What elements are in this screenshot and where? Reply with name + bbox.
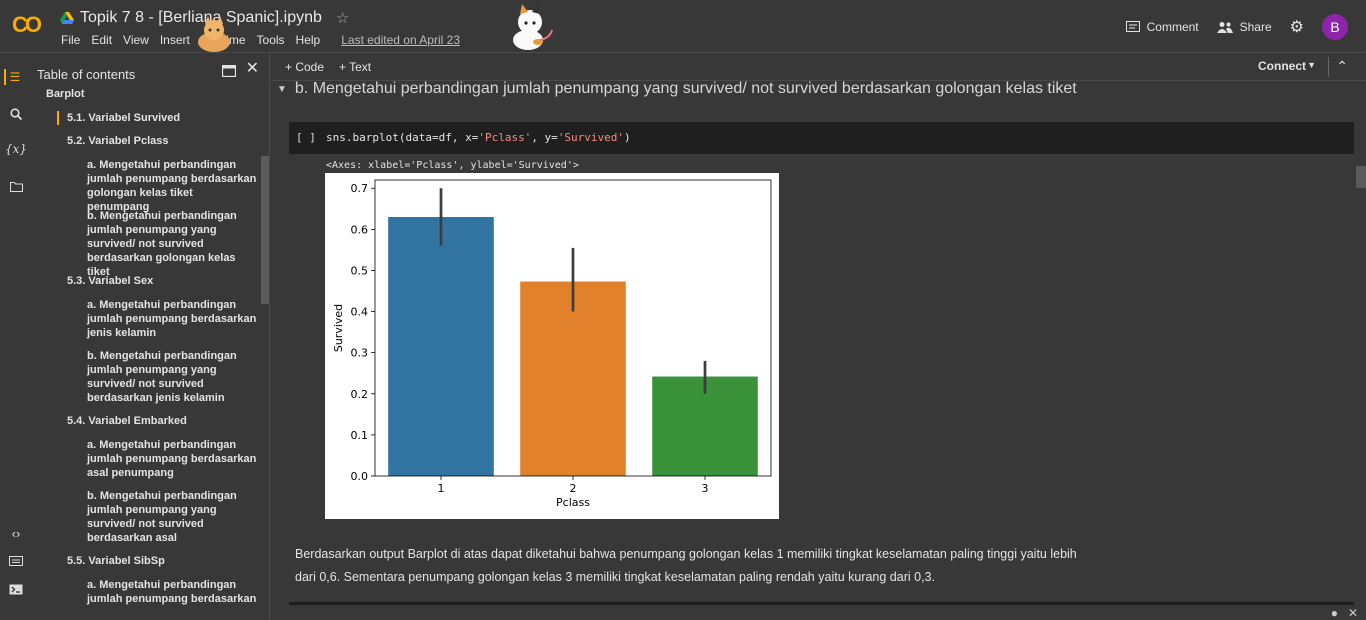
- last-edited-link[interactable]: Last edited on April 23: [341, 33, 460, 47]
- code-string: 'Pclass': [478, 131, 532, 144]
- cat-sticker-left: [198, 16, 230, 52]
- star-icon[interactable]: ☆: [335, 10, 350, 27]
- y-tick-label: 0.3: [351, 347, 369, 360]
- toc-scrollbar[interactable]: [261, 156, 269, 304]
- run-cell-button[interactable]: [ ]: [296, 131, 316, 144]
- toc-item[interactable]: a. Mengetahui perbandingan jumlah penump…: [87, 439, 257, 479]
- bar-2: [520, 281, 626, 476]
- command-palette-icon[interactable]: [8, 553, 24, 569]
- terminal-icon[interactable]: [8, 581, 24, 597]
- code-text: , y=: [531, 131, 558, 144]
- collapse-arrow-icon[interactable]: ▼: [277, 83, 287, 95]
- status-bar: ● ✕: [1331, 606, 1358, 620]
- x-axis-label: Pclass: [556, 496, 590, 509]
- y-tick-label: 0.2: [351, 388, 369, 401]
- toc-item[interactable]: b. Mengetahui perbandingan jumlah penump…: [87, 350, 237, 404]
- menu-edit[interactable]: Edit: [91, 33, 113, 47]
- y-tick-label: 0.7: [351, 182, 369, 195]
- y-axis-label: Survived: [332, 304, 345, 352]
- toc-item[interactable]: 5.4. Variabel Embarked: [67, 415, 187, 427]
- top-bar: CO Topik 7 8 - [Berliana Spanic].ipynb ☆…: [0, 0, 1366, 53]
- folder-icon[interactable]: [8, 178, 24, 194]
- close-icon[interactable]: ✕: [245, 60, 259, 77]
- chevron-up-icon[interactable]: ⌃: [1336, 58, 1348, 74]
- toc-item[interactable]: Barplot: [46, 88, 85, 100]
- avatar[interactable]: B: [1322, 14, 1348, 40]
- share-button[interactable]: Share: [1216, 20, 1272, 34]
- section-heading: ▼ b. Mengetahui perbandingan jumlah penu…: [277, 80, 1077, 98]
- toc-selected-indicator: [57, 111, 59, 125]
- add-code-button[interactable]: + Code: [285, 60, 325, 74]
- menu-tools[interactable]: Tools: [256, 33, 285, 47]
- section-title: b. Mengetahui perbandingan jumlah penump…: [294, 80, 1077, 97]
- toc-item[interactable]: a. Mengetahui perbandingan jumlah penump…: [87, 299, 257, 339]
- connect-button[interactable]: Connect: [1258, 59, 1306, 73]
- y-tick-label: 0.5: [351, 264, 369, 277]
- toc-buttons: ✕: [221, 60, 259, 77]
- share-label: Share: [1239, 20, 1272, 34]
- main-scrollbar[interactable]: [1356, 166, 1366, 188]
- next-cell-edge: [289, 602, 1354, 605]
- y-tick-label: 0.0: [351, 470, 369, 483]
- chevron-down-icon[interactable]: ▼: [1307, 60, 1316, 70]
- plot-frame: [374, 179, 772, 477]
- code-cell[interactable]: [ ] sns.barplot(data=df, x='Pclass', y='…: [289, 122, 1354, 154]
- search-icon[interactable]: [8, 106, 24, 122]
- toc-item[interactable]: b. Mengetahui perbandingan jumlah penump…: [87, 210, 237, 278]
- notebook-toolbar: + Code + Text Connect ▼ ⌃: [271, 54, 1366, 81]
- notebook-main: + Code + Text Connect ▼ ⌃ ▼ b. Mengetahu…: [271, 54, 1366, 620]
- toc-item[interactable]: 5.5. Variabel SibSp: [67, 555, 165, 567]
- colab-logo[interactable]: CO: [12, 12, 42, 37]
- toc-item[interactable]: a. Mengetahui perbandingan jumlah penump…: [87, 579, 257, 605]
- open-in-tab-icon[interactable]: [221, 65, 236, 77]
- description-text: Berdasarkan output Barplot di atas dapat…: [295, 543, 1115, 589]
- menu-file[interactable]: File: [61, 33, 81, 47]
- x-tick-label: 3: [702, 482, 709, 495]
- toc-panel: Table of contents ✕ Barplot 5.1. Variabe…: [30, 53, 270, 620]
- toc-item[interactable]: 5.3. Variabel Sex: [67, 275, 154, 287]
- description-line: dari 0,6. Sementara penumpang golongan k…: [295, 570, 935, 584]
- description-line: Berdasarkan output Barplot di atas dapat…: [295, 547, 1077, 561]
- notebook-title[interactable]: Topik 7 8 - [Berliana Spanic].ipynb: [80, 9, 322, 26]
- drive-icon[interactable]: [60, 12, 74, 24]
- code-editor[interactable]: sns.barplot(data=df, x='Pclass', y='Surv…: [326, 131, 631, 144]
- people-icon: [1216, 22, 1233, 33]
- header-actions: Comment Share ⚙ B: [1125, 14, 1348, 40]
- x-tick-label: 1: [438, 482, 445, 495]
- comment-icon: [1125, 20, 1140, 32]
- menu-help[interactable]: Help: [295, 33, 321, 47]
- add-text-button[interactable]: + Text: [339, 60, 372, 74]
- y-tick-label: 0.4: [351, 306, 369, 319]
- code-snippets-icon[interactable]: ‹›: [11, 525, 21, 541]
- cell-output-text: <Axes: xlabel='Pclass', ylabel='Survived…: [326, 160, 579, 171]
- y-tick-label: 0.6: [351, 223, 369, 236]
- toc-title: Table of contents: [37, 67, 136, 82]
- title-row: Topik 7 8 - [Berliana Spanic].ipynb ☆: [60, 7, 349, 29]
- code-string: 'Survived': [557, 131, 625, 144]
- code-text: ): [624, 131, 631, 144]
- barplot-figure: 1 2 3 0.0 0.1 0.2 0.3 0.4 0.5 0.6 0.7 Pclass Survive…: [325, 173, 779, 519]
- toc-item[interactable]: a. Mengetahui perbandingan jumlah penump…: [87, 159, 257, 213]
- toc-item[interactable]: 5.2. Variabel Pclass: [67, 135, 169, 147]
- menu-insert[interactable]: Insert: [159, 33, 190, 47]
- toc-icon[interactable]: ☰: [4, 69, 24, 85]
- left-rail: ☰ {x} ‹›: [0, 53, 30, 620]
- gear-icon[interactable]: ⚙: [1289, 19, 1304, 36]
- toolbar-divider: [1328, 57, 1329, 77]
- toc-item[interactable]: b. Mengetahui perbandingan jumlah penump…: [87, 490, 237, 544]
- toc-item[interactable]: 5.1. Variabel Survived: [67, 112, 181, 124]
- code-text: sns.barplot(data=df, x=: [326, 131, 479, 144]
- menu-view[interactable]: View: [123, 33, 149, 47]
- comment-button[interactable]: Comment: [1125, 20, 1199, 34]
- x-tick-label: 2: [570, 482, 577, 495]
- status-dot-icon: ●: [1330, 606, 1338, 620]
- y-tick-label: 0.1: [351, 429, 369, 442]
- variables-icon[interactable]: {x}: [4, 142, 28, 156]
- barplot-svg: 1 2 3 0.0 0.1 0.2 0.3 0.4 0.5 0.6 0.7 Pclass Survive…: [332, 179, 772, 509]
- bar-1: [388, 217, 494, 476]
- menu-bar: File Edit View Insert Runtime Tools Help…: [57, 33, 467, 47]
- comment-label: Comment: [1146, 20, 1199, 34]
- status-close-icon[interactable]: ✕: [1347, 606, 1358, 620]
- cat-sticker-right: [513, 4, 553, 50]
